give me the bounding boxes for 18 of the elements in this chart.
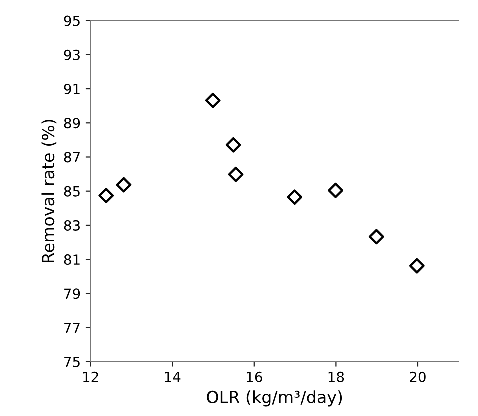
y-tick-label: 81 (64, 254, 80, 266)
x-tick-label: 12 (84, 372, 98, 382)
y-tick-label: 83 (64, 220, 80, 231)
y-tick-label: 87 (64, 152, 80, 163)
x-axis-title: OLR (kg/m³/day) (207, 390, 342, 407)
x-tick-label: 14 (165, 372, 181, 382)
y-axis-title: Removal rate (%) (42, 120, 57, 262)
y-tick-label: 77 (64, 322, 80, 334)
x-tick-label: 16 (247, 372, 262, 382)
x-tick-label: 18 (328, 372, 344, 382)
y-tick-label: 89 (64, 118, 80, 129)
y-tick-label: 91 (64, 84, 80, 94)
x-tick-label: 20 (410, 372, 426, 382)
y-tick-label: 75 (64, 357, 80, 368)
y-tick-label: 79 (64, 288, 80, 300)
y-tick-label: 85 (64, 186, 80, 197)
y-tick-label: 95 (64, 16, 80, 26)
y-tick-label: 93 (64, 50, 80, 60)
